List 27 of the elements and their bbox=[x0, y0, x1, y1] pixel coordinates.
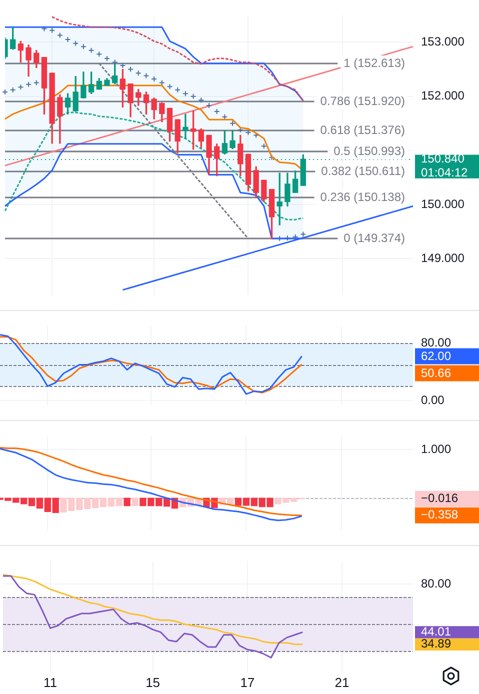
x-tick-label: 21 bbox=[334, 674, 350, 690]
ref-line-label: 0.786 (151.920) bbox=[320, 94, 405, 108]
y-tick-label: 80.00 bbox=[421, 336, 452, 350]
ref-line-label: 0.382 (150.611) bbox=[321, 164, 405, 178]
text: 01:04:12 bbox=[421, 165, 468, 180]
ref-line-label: 0 (149.374) bbox=[344, 230, 405, 245]
x-tick-label: 15 bbox=[146, 674, 160, 690]
y-tick-label: −0.016 bbox=[421, 491, 458, 506]
y-tick-label: 149.000 bbox=[421, 250, 465, 265]
text: 50.66 bbox=[421, 366, 452, 380]
y-tick-label: 0.00 bbox=[421, 392, 445, 407]
y-tick-label: 150.840 bbox=[421, 151, 465, 166]
ref-line-label: 0.618 (151.376) bbox=[320, 122, 405, 137]
y-tick-label: 1.000 bbox=[421, 442, 452, 456]
x-tick-label: 11 bbox=[44, 674, 58, 690]
ref-line-label: 0.5 (150.993) bbox=[334, 144, 405, 158]
y-tick-label: 150.000 bbox=[421, 196, 465, 211]
y-tick-label: 34.89 bbox=[421, 636, 452, 651]
y-tick-label: 80.00 bbox=[421, 576, 452, 590]
ref-line-label: 1 (152.613) bbox=[344, 56, 405, 70]
x-tick-label: 17 bbox=[240, 674, 255, 690]
y-tick-label: 152.000 bbox=[421, 88, 465, 103]
text: 62.00 bbox=[421, 349, 452, 364]
y-tick-label: −0.358 bbox=[421, 508, 458, 522]
y-tick-label: 153.000 bbox=[421, 34, 465, 49]
y-tick-label: 44.01 bbox=[421, 624, 452, 639]
ref-line-label: 0.236 (150.138) bbox=[320, 190, 405, 204]
